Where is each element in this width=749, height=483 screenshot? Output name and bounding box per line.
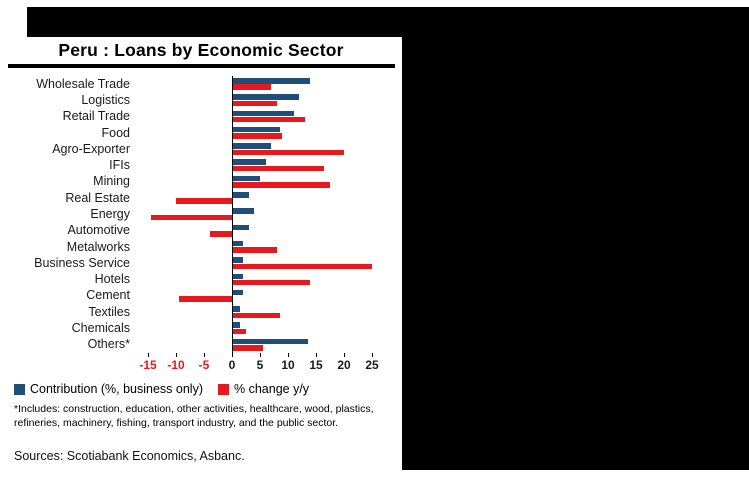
- legend-label-pct-change: % change y/y: [234, 382, 310, 396]
- category-label: Metalworks: [66, 239, 130, 254]
- bar-contribution: [232, 110, 294, 117]
- tick-mark: [232, 353, 233, 357]
- tick-label: 10: [281, 358, 295, 372]
- bar-pct-change: [232, 84, 272, 90]
- category-label: Mining: [93, 174, 130, 189]
- bar-pct-change: [232, 345, 263, 351]
- category-label: Real Estate: [65, 190, 130, 205]
- zero-axis-line: [232, 76, 233, 357]
- bar-contribution: [232, 126, 280, 133]
- black-backdrop-right: [402, 7, 749, 470]
- bar-pct-change: [232, 133, 283, 139]
- bar-pct-change: [232, 328, 246, 335]
- bar-pct-change: [232, 165, 325, 172]
- tick-mark: [372, 353, 373, 357]
- bar-contribution: [232, 78, 311, 84]
- legend-item-pct-change: % change y/y: [218, 382, 309, 396]
- tick-label: 15: [309, 358, 323, 372]
- bar-pct-change: [178, 296, 232, 302]
- bar-contribution: [232, 159, 266, 165]
- tick-label: 20: [337, 358, 351, 372]
- bar-contribution: [232, 208, 255, 214]
- legend-label-contribution: Contribution (%, business only): [30, 382, 203, 396]
- category-label: Food: [101, 125, 131, 140]
- legend-swatch-contribution: [14, 383, 25, 395]
- bar-pct-change: [232, 263, 372, 270]
- bar-contribution: [232, 192, 249, 198]
- tick-mark: [260, 353, 261, 357]
- footnote: *Includes: construction, education, othe…: [14, 403, 374, 429]
- bar-pct-change: [232, 149, 344, 156]
- bar-pct-change: [209, 231, 232, 237]
- tick-mark: [148, 353, 149, 357]
- category-label: Cement: [86, 288, 130, 303]
- title-underline: [8, 64, 395, 68]
- category-label: Chemicals: [71, 321, 130, 336]
- legend: Contribution (%, business only) % change…: [14, 382, 309, 396]
- bar-contribution: [232, 143, 272, 149]
- bar-contribution: [232, 289, 244, 296]
- bar-pct-change: [232, 116, 305, 123]
- category-label: Wholesale Trade: [36, 76, 130, 91]
- bar-contribution: [232, 338, 308, 345]
- category-label: Hotels: [94, 272, 130, 287]
- bar-pct-change: [232, 279, 311, 286]
- chart-title: Peru : Loans by Economic Sector: [58, 40, 344, 60]
- bar-contribution: [232, 273, 244, 280]
- tick-label: 0: [228, 358, 236, 372]
- bar-contribution: [232, 94, 300, 100]
- bar-pct-change: [232, 247, 277, 253]
- tick-mark: [288, 353, 289, 357]
- category-label: Business Service: [34, 255, 130, 270]
- category-label: IFIs: [109, 158, 130, 173]
- category-label: Textiles: [88, 304, 130, 319]
- tick-label: -15: [139, 358, 157, 372]
- tick-mark: [204, 353, 205, 357]
- bar-pct-change: [232, 100, 277, 107]
- tick-label: 25: [365, 358, 379, 372]
- tick-mark: [316, 353, 317, 357]
- tick-label: -10: [167, 358, 185, 372]
- bar-contribution: [232, 306, 241, 312]
- sources: Sources: Scotiabank Economics, Asbanc.: [14, 449, 245, 463]
- legend-item-contribution: Contribution (%, business only): [14, 382, 203, 396]
- category-label: Agro-Exporter: [52, 141, 130, 156]
- bar-pct-change: [232, 182, 330, 188]
- tick-label: 5: [256, 358, 264, 372]
- tick-mark: [176, 353, 177, 357]
- category-label: Others*: [87, 337, 130, 352]
- tick-mark: [344, 353, 345, 357]
- bar-contribution: [232, 175, 260, 182]
- tick-label: -5: [198, 358, 210, 372]
- bar-pct-change: [176, 198, 232, 204]
- bar-contribution: [232, 257, 244, 263]
- bar-contribution: [232, 322, 241, 328]
- category-label: Logistics: [81, 92, 130, 107]
- bar-contribution: [232, 224, 249, 231]
- bar-pct-change: [232, 312, 280, 319]
- category-axis: Wholesale Trade Logistics Retail Trade Food…: [0, 76, 130, 353]
- bar-pct-change: [150, 214, 232, 221]
- legend-swatch-pct-change: [218, 383, 229, 395]
- category-label: Automotive: [67, 223, 130, 238]
- x-axis: -15 -10 -5 0 5 10 15 20 25: [134, 353, 386, 377]
- bar-contribution: [232, 240, 244, 247]
- plot-area: [134, 76, 386, 357]
- category-label: Retail Trade: [62, 109, 130, 124]
- category-label: Energy: [90, 207, 130, 221]
